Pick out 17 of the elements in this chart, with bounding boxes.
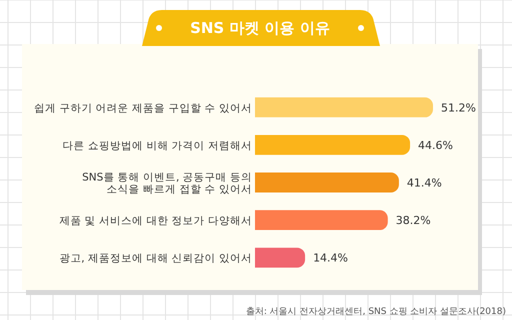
bar [255,172,399,192]
y-tick-label: 광고, 제품정보에 대해 신뢰감이 있어서 [59,252,252,265]
data-label: 38.2% [396,214,431,228]
y-tick-label: 쉽게 구하기 어려운 제품을 구입할 수 있어서 [34,102,252,114]
bar [255,134,410,155]
data-label: 51.2% [441,101,476,114]
y-tick-label: 다른 쇼핑방법에 비해 가격이 저렴해서 [62,140,252,152]
source-note: 출처: 서울시 전자상거래센터, SNS 쇼핑 소비자 설문조사(2018) [246,307,506,317]
bar [255,210,388,230]
y-tick-label: SNS를 통해 이벤트, 공동구매 등의 소식을 빠르게 접할 수 있어서 [82,172,252,196]
data-label: 44.6% [418,138,454,152]
chart-title: SNS 마켓 이용 이유 [190,19,330,37]
y-tick-label: 제품 및 서비스에 대한 정보가 다양해서 [59,215,252,228]
bar [255,97,433,118]
bar [255,248,306,268]
data-label: 14.4% [313,252,348,265]
data-label: 41.4% [406,176,442,190]
